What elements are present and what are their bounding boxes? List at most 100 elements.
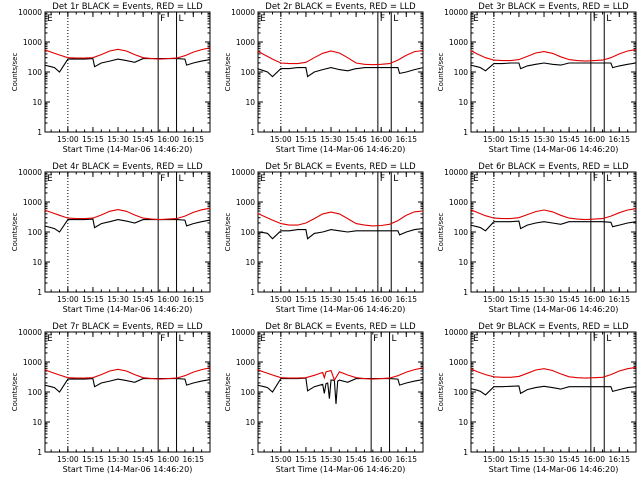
plot-frame: [44, 331, 211, 453]
chart-title: Det 8r BLACK = Events, RED = LLD: [265, 322, 416, 332]
plot-frame: [470, 171, 637, 293]
x-tick-label: 15:30: [533, 455, 555, 464]
x-axis-label: Start Time (14-Mar-06 14:46:20): [276, 305, 406, 314]
y-tick-label: 10: [32, 98, 42, 107]
flag-annotation: L: [179, 14, 184, 24]
x-axis-label: Start Time (14-Mar-06 14:46:20): [276, 465, 406, 474]
x-tick-label: 15:45: [132, 295, 154, 304]
x-tick-label: 15:15: [82, 455, 104, 464]
x-tick-label: 16:00: [157, 135, 179, 144]
x-axis-label: Start Time (14-Mar-06 14:46:20): [489, 465, 619, 474]
plot-frame: [44, 11, 211, 133]
x-tick-label: 16:00: [157, 295, 179, 304]
series-line-events: [257, 67, 424, 78]
y-tick-label: 10: [32, 258, 42, 267]
y-tick-label: 1: [463, 128, 468, 137]
y-axis-label: Counts/sec: [11, 213, 19, 252]
y-tick-label: 10000: [444, 168, 468, 177]
y-tick-label: 100: [454, 228, 469, 237]
x-tick-label: 15:45: [558, 135, 580, 144]
flag-annotation: E: [473, 334, 479, 344]
flag-annotation: E: [47, 14, 53, 24]
x-tick-label: 15:00: [270, 135, 292, 144]
flag-annotation: F: [160, 14, 165, 24]
y-tick-label: 1: [463, 288, 468, 297]
x-tick-label: 15:00: [270, 295, 292, 304]
x-tick-label: 16:15: [395, 455, 417, 464]
chart-title: Det 5r BLACK = Events, RED = LLD: [265, 162, 416, 172]
y-tick-label: 100: [454, 388, 469, 397]
flag-annotation: F: [160, 334, 165, 344]
chart-title: Det 1r BLACK = Events, RED = LLD: [52, 2, 203, 12]
y-tick-label: 10000: [444, 328, 468, 337]
flag-annotation: E: [47, 334, 53, 344]
x-tick-label: 15:30: [320, 135, 342, 144]
x-tick-label: 16:00: [370, 135, 392, 144]
chart-panel-7: Det 7r BLACK = Events, RED = LLD 1 10 100 10…: [11, 322, 211, 474]
flag-annotation: F: [380, 14, 385, 24]
chart-panel-1: Det 1r BLACK = Events, RED = LLD 1 10 100 10…: [11, 2, 211, 154]
series-line-lld: [470, 49, 637, 62]
y-tick-label: 100: [241, 68, 256, 77]
x-tick-label: 15:45: [345, 295, 367, 304]
y-tick-label: 100: [28, 68, 43, 77]
y-tick-label: 10000: [18, 328, 42, 337]
y-tick-label: 10: [32, 418, 42, 427]
x-axis-label: Start Time (14-Mar-06 14:46:20): [489, 305, 619, 314]
x-tick-label: 15:45: [345, 455, 367, 464]
chart-title: Det 2r BLACK = Events, RED = LLD: [265, 2, 416, 12]
flag-annotation: L: [179, 174, 184, 184]
y-tick-label: 100: [28, 388, 43, 397]
chart-title: Det 4r BLACK = Events, RED = LLD: [52, 162, 203, 172]
y-tick-label: 1000: [236, 38, 255, 47]
series-line-events: [44, 218, 211, 233]
x-tick-label: 15:15: [295, 295, 317, 304]
y-axis-label: Counts/sec: [11, 373, 19, 412]
flag-annotation: L: [606, 174, 611, 184]
x-tick-label: 16:00: [370, 455, 392, 464]
y-axis-label: Counts/sec: [437, 213, 445, 252]
x-tick-label: 16:15: [395, 135, 417, 144]
x-tick-label: 16:15: [182, 135, 204, 144]
x-tick-label: 15:00: [483, 455, 505, 464]
x-tick-label: 16:15: [608, 455, 630, 464]
chart-title: Det 3r BLACK = Events, RED = LLD: [478, 2, 629, 12]
series-line-lld: [470, 208, 637, 221]
flag-annotation: F: [380, 174, 385, 184]
x-tick-label: 15:30: [107, 295, 129, 304]
flag-annotation: L: [179, 334, 184, 344]
plot-frame: [257, 331, 424, 453]
plot-frame: [470, 331, 637, 453]
y-axis-label: Counts/sec: [437, 373, 445, 412]
chart-panel-5: Det 5r BLACK = Events, RED = LLD 1 10 100 10…: [224, 162, 424, 314]
chart-panel-3: Det 3r BLACK = Events, RED = LLD 1 10 100 10…: [437, 2, 637, 154]
x-tick-label: 16:15: [395, 295, 417, 304]
chart-panel-9: Det 9r BLACK = Events, RED = LLD 1 10 100 10…: [437, 322, 637, 474]
x-tick-label: 15:00: [270, 455, 292, 464]
y-axis-label: Counts/sec: [224, 373, 232, 412]
x-tick-label: 15:30: [320, 455, 342, 464]
series-line-events: [470, 220, 637, 232]
chart-title: Det 7r BLACK = Events, RED = LLD: [52, 322, 203, 332]
x-tick-label: 15:00: [57, 455, 79, 464]
x-tick-label: 15:45: [558, 295, 580, 304]
chart-panel-2: Det 2r BLACK = Events, RED = LLD 1 10 100 10…: [224, 2, 424, 154]
flag-annotation: L: [392, 334, 397, 344]
series-line-events: [257, 377, 424, 404]
flag-annotation: F: [160, 174, 165, 184]
plot-frame: [470, 11, 637, 133]
x-tick-label: 15:30: [320, 295, 342, 304]
series-line-lld: [44, 367, 211, 380]
y-axis-label: Counts/sec: [11, 53, 19, 92]
y-tick-label: 1: [37, 288, 42, 297]
y-tick-label: 10: [245, 418, 255, 427]
x-axis-label: Start Time (14-Mar-06 14:46:20): [63, 145, 193, 154]
x-tick-label: 15:15: [82, 135, 104, 144]
chart-panel-6: Det 6r BLACK = Events, RED = LLD 1 10 100 10…: [437, 162, 637, 314]
series-line-events: [470, 385, 637, 396]
x-tick-label: 16:00: [157, 455, 179, 464]
flag-annotation: L: [606, 14, 611, 24]
series-line-lld: [44, 47, 211, 60]
x-tick-label: 16:15: [182, 455, 204, 464]
